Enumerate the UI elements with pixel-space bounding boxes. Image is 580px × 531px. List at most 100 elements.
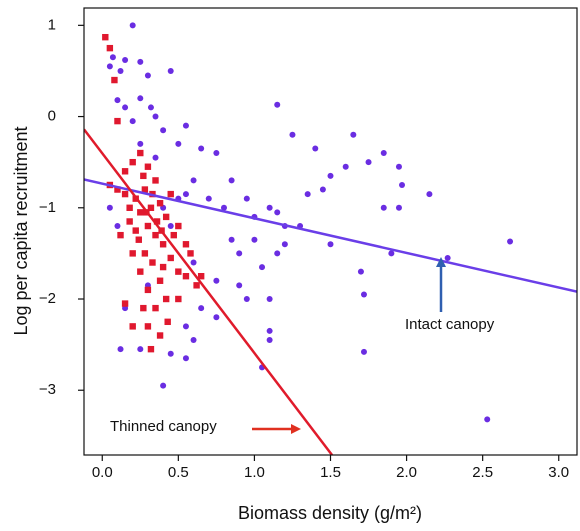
point bbox=[399, 181, 406, 188]
annotation: Intact canopy bbox=[405, 316, 495, 333]
y-tick-label: −1 bbox=[39, 199, 56, 216]
x-tick-label: 1.0 bbox=[244, 464, 265, 481]
plot-frame bbox=[83, 7, 578, 456]
point bbox=[197, 273, 205, 280]
point bbox=[117, 231, 124, 239]
point bbox=[144, 72, 151, 79]
point bbox=[114, 186, 121, 193]
point bbox=[164, 318, 171, 326]
point bbox=[274, 250, 281, 257]
y-tick-label: 0 bbox=[48, 108, 56, 125]
point bbox=[380, 150, 387, 157]
point bbox=[213, 314, 220, 321]
point bbox=[360, 291, 367, 298]
y-tick-label: −2 bbox=[39, 290, 56, 307]
point bbox=[121, 168, 129, 175]
point bbox=[365, 159, 372, 166]
point bbox=[182, 191, 189, 198]
point bbox=[167, 254, 174, 262]
point bbox=[152, 113, 159, 120]
point bbox=[167, 350, 174, 357]
point bbox=[160, 127, 167, 134]
point bbox=[198, 305, 205, 312]
point bbox=[243, 296, 250, 303]
point bbox=[152, 231, 159, 239]
point bbox=[190, 259, 197, 266]
point bbox=[182, 241, 190, 248]
point bbox=[182, 122, 189, 129]
point bbox=[266, 296, 273, 303]
point bbox=[342, 163, 349, 170]
point bbox=[187, 250, 194, 257]
point bbox=[122, 104, 129, 111]
point bbox=[147, 104, 154, 111]
plot-area bbox=[84, 22, 577, 455]
point bbox=[319, 186, 326, 193]
point bbox=[106, 44, 114, 52]
point bbox=[175, 140, 182, 147]
x-tick-label: 2.0 bbox=[396, 464, 417, 481]
point bbox=[507, 238, 514, 245]
point bbox=[129, 158, 136, 166]
point bbox=[114, 223, 121, 230]
point bbox=[395, 204, 402, 211]
point bbox=[106, 63, 113, 70]
point bbox=[243, 195, 250, 202]
point bbox=[388, 250, 395, 257]
point bbox=[167, 223, 174, 230]
point bbox=[140, 304, 147, 312]
point bbox=[141, 250, 149, 257]
point bbox=[327, 241, 334, 248]
point bbox=[175, 295, 182, 303]
point bbox=[228, 236, 235, 243]
point bbox=[274, 209, 281, 216]
point bbox=[484, 416, 491, 423]
point bbox=[182, 323, 189, 330]
point bbox=[137, 209, 144, 216]
point bbox=[117, 346, 124, 353]
point bbox=[147, 204, 155, 211]
point bbox=[175, 268, 182, 275]
point bbox=[289, 131, 296, 138]
point bbox=[126, 218, 133, 225]
annotation: Thinned canopy bbox=[110, 418, 217, 435]
y-tick-label: 1 bbox=[48, 16, 56, 33]
point bbox=[156, 332, 164, 339]
point bbox=[135, 236, 142, 243]
point bbox=[129, 250, 136, 257]
point bbox=[175, 222, 182, 230]
point bbox=[129, 323, 136, 330]
x-tick-label: 2.5 bbox=[472, 464, 493, 481]
point bbox=[167, 67, 174, 74]
point bbox=[122, 56, 129, 63]
point bbox=[149, 259, 156, 266]
point bbox=[117, 67, 124, 74]
point bbox=[114, 117, 121, 125]
y-axis-label: Log per capita recruitment bbox=[11, 126, 31, 335]
point bbox=[147, 345, 155, 353]
point bbox=[111, 76, 118, 84]
point bbox=[266, 204, 273, 211]
point bbox=[304, 191, 311, 198]
point bbox=[121, 300, 129, 307]
fit-line bbox=[84, 178, 577, 293]
point bbox=[144, 163, 152, 170]
point bbox=[137, 58, 144, 65]
point bbox=[190, 177, 197, 184]
point bbox=[153, 218, 161, 225]
point bbox=[102, 33, 109, 41]
point bbox=[281, 241, 288, 248]
point bbox=[182, 273, 190, 280]
point bbox=[121, 190, 129, 198]
point bbox=[140, 172, 147, 180]
point bbox=[141, 186, 149, 193]
point bbox=[137, 268, 144, 275]
point bbox=[144, 222, 152, 230]
point bbox=[132, 227, 139, 234]
point bbox=[444, 254, 451, 261]
point bbox=[129, 22, 136, 29]
point bbox=[156, 200, 164, 207]
point bbox=[236, 282, 243, 289]
point bbox=[357, 268, 364, 275]
point bbox=[236, 250, 243, 257]
